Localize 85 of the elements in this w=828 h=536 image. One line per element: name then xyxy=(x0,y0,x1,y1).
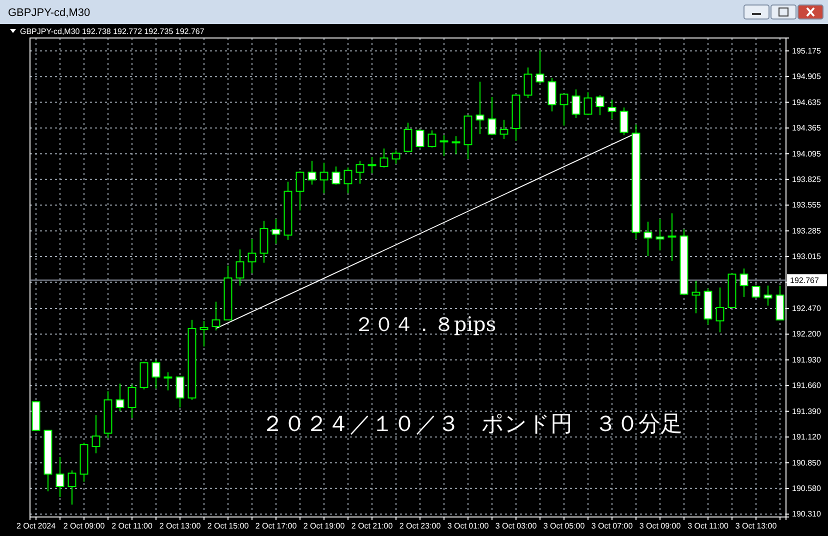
x-tick-label: 2 Oct 13:00 xyxy=(159,522,202,531)
candlestick xyxy=(68,470,76,506)
x-tick-label: 3 Oct 13:00 xyxy=(735,522,778,531)
candlestick xyxy=(596,94,604,116)
y-tick-label: 190.850 xyxy=(792,458,822,468)
ref-line-label: 192.767 xyxy=(790,276,820,286)
y-tick-label: 194.365 xyxy=(792,124,822,133)
x-tick-label: 3 Oct 05:00 xyxy=(543,522,586,531)
y-tick-label: 191.390 xyxy=(792,406,822,416)
candlestick xyxy=(668,212,676,262)
x-tick-label: 3 Oct 11:00 xyxy=(688,522,729,531)
candlestick xyxy=(392,150,400,164)
chart-title: GBPJPY-cd,M30 xyxy=(8,7,90,19)
x-tick-label: 3 Oct 01:00 xyxy=(447,522,490,531)
annotation: ２０２４／１０／３ ポンド円 ３０分足 xyxy=(262,412,682,437)
x-tick-label: 2 Oct 2024 xyxy=(16,522,56,531)
candlestick xyxy=(740,268,748,298)
annotation: ２０４．８pips xyxy=(354,312,496,336)
candlestick xyxy=(56,456,64,498)
candlestick xyxy=(560,94,568,126)
candlestick xyxy=(368,156,376,174)
candlestick xyxy=(92,414,100,454)
x-tick-label: 2 Oct 21:00 xyxy=(351,522,394,531)
y-tick-label: 190.580 xyxy=(792,484,822,493)
candlestick xyxy=(200,320,208,348)
candlestick xyxy=(380,148,388,168)
candlestick xyxy=(296,170,304,211)
candlestick xyxy=(152,359,160,389)
candlestick xyxy=(584,92,592,116)
x-tick-label: 3 Oct 09:00 xyxy=(639,522,682,531)
candlestick xyxy=(500,119,508,140)
candlestick xyxy=(116,383,124,412)
x-tick-label: 3 Oct 03:00 xyxy=(495,522,538,531)
candlestick xyxy=(620,107,628,136)
candlestick xyxy=(272,218,280,244)
candlestick xyxy=(428,130,436,148)
candlestick xyxy=(440,134,448,157)
y-tick-label: 190.310 xyxy=(792,510,822,519)
x-tick-label: 2 Oct 19:00 xyxy=(303,522,346,531)
candlestick xyxy=(536,50,544,84)
candlestick xyxy=(764,285,772,306)
candlestick xyxy=(476,81,484,135)
y-tick-label: 195.175 xyxy=(792,46,822,56)
candlestick xyxy=(716,287,724,333)
x-tick-label: 3 Oct 07:00 xyxy=(591,522,634,531)
candlestick xyxy=(524,67,532,98)
candlestick xyxy=(308,160,316,186)
candlestick xyxy=(236,248,244,286)
y-tick-label: 192.200 xyxy=(792,330,822,339)
y-tick-label: 192.470 xyxy=(792,304,822,314)
candlestick xyxy=(164,372,172,391)
candlestick xyxy=(608,99,616,120)
x-tick-label: 2 Oct 09:00 xyxy=(63,522,106,531)
candlestick xyxy=(488,96,496,136)
candlestick xyxy=(332,166,340,186)
y-tick-label: 194.635 xyxy=(792,98,822,107)
candlestick xyxy=(656,218,664,251)
y-tick-label: 193.285 xyxy=(792,226,822,236)
y-tick-label: 191.660 xyxy=(792,381,822,390)
x-tick-label: 2 Oct 23:00 xyxy=(399,522,442,531)
y-tick-label: 191.120 xyxy=(792,432,822,442)
y-tick-label: 194.095 xyxy=(792,149,822,158)
candlestick xyxy=(752,285,760,298)
candlestick xyxy=(356,160,364,184)
candlestick xyxy=(344,167,352,194)
candlestick xyxy=(416,128,424,148)
x-tick-label: 2 Oct 15:00 xyxy=(207,522,250,531)
y-tick-label: 191.930 xyxy=(792,355,822,364)
y-tick-label: 193.555 xyxy=(792,200,822,210)
candlestick xyxy=(176,376,184,408)
candlestick xyxy=(212,301,220,331)
candlestick xyxy=(548,77,556,112)
candlestick xyxy=(404,122,412,153)
text: GBPJPY-cd,M30 192.738 192.772 192.735 192.767 xyxy=(20,27,205,36)
x-tick-label: 2 Oct 11:00 xyxy=(112,522,153,531)
x-tick-label: 2 Oct 17:00 xyxy=(255,522,298,531)
candlestick xyxy=(452,136,460,155)
candlestick xyxy=(320,162,328,194)
candlestick xyxy=(572,88,580,118)
candlestick xyxy=(248,238,256,274)
y-tick-label: 193.825 xyxy=(792,174,822,184)
y-tick-label: 194.905 xyxy=(792,72,822,82)
candlestick xyxy=(644,221,652,257)
candlestick xyxy=(128,384,136,418)
y-tick-label: 193.015 xyxy=(792,252,822,262)
